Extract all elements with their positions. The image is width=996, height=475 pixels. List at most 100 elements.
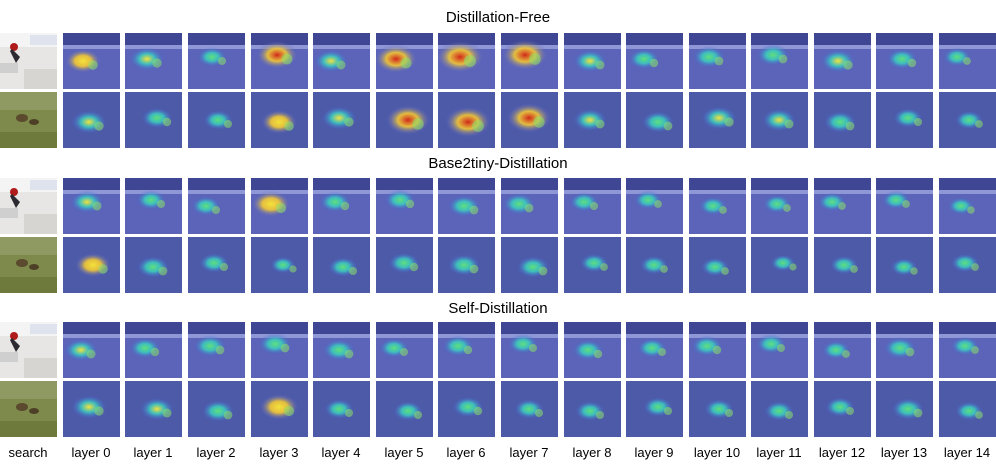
attention-heatmap	[438, 178, 495, 234]
search-image	[0, 322, 57, 378]
attention-heatmap	[876, 322, 933, 378]
attention-heatmap	[438, 237, 495, 293]
column-label: layer 1	[133, 445, 173, 460]
section-title-base2tiny-distillation: Base2tiny-Distillation	[428, 155, 568, 172]
attention-heatmap	[501, 237, 558, 293]
attention-heatmap	[626, 92, 683, 148]
attention-heatmap	[814, 92, 871, 148]
attention-heatmap	[188, 33, 245, 89]
attention-heatmap	[63, 322, 120, 378]
attention-heatmap	[125, 322, 182, 378]
attention-heatmap	[501, 381, 558, 437]
column-label: layer 7	[509, 445, 549, 460]
attention-heatmap	[939, 237, 996, 293]
section-title-distillation-free: Distillation-Free	[445, 9, 551, 26]
attention-heatmap	[939, 322, 996, 378]
attention-heatmap	[313, 33, 370, 89]
attention-heatmap	[876, 381, 933, 437]
attention-heatmap	[313, 381, 370, 437]
search-image	[0, 178, 57, 234]
attention-heatmap	[188, 322, 245, 378]
attention-heatmap	[125, 92, 182, 148]
attention-heatmap	[501, 178, 558, 234]
attention-heatmap	[814, 33, 871, 89]
search-image	[0, 381, 57, 437]
attention-heatmap	[939, 381, 996, 437]
attention-heatmap	[689, 33, 746, 89]
attention-heatmap	[125, 237, 182, 293]
attention-heatmap	[814, 237, 871, 293]
section-title-self-distillation: Self-Distillation	[448, 300, 548, 317]
column-label: layer 6	[446, 445, 486, 460]
attention-heatmap	[626, 33, 683, 89]
column-label: layer 3	[259, 445, 299, 460]
attention-heatmap	[125, 178, 182, 234]
column-label: layer 13	[880, 445, 928, 460]
attention-heatmap	[751, 237, 808, 293]
attention-heatmap	[313, 92, 370, 148]
attention-heatmap	[876, 33, 933, 89]
attention-heatmap	[63, 178, 120, 234]
attention-heatmap	[438, 381, 495, 437]
attention-heatmap	[376, 92, 433, 148]
attention-heatmap	[501, 92, 558, 148]
attention-heatmap	[689, 92, 746, 148]
column-label: layer 8	[572, 445, 612, 460]
attention-heatmap	[939, 92, 996, 148]
attention-heatmap	[564, 33, 621, 89]
column-label: layer 2	[196, 445, 236, 460]
attention-heatmap	[751, 178, 808, 234]
attention-heatmap	[939, 33, 996, 89]
attention-heatmap	[564, 381, 621, 437]
attention-heatmap	[751, 322, 808, 378]
attention-heatmap	[564, 92, 621, 148]
attention-heatmap	[626, 237, 683, 293]
attention-heatmap	[438, 33, 495, 89]
attention-heatmap	[689, 322, 746, 378]
attention-heatmap	[125, 381, 182, 437]
attention-heatmap	[814, 322, 871, 378]
attention-heatmap	[125, 33, 182, 89]
attention-heatmap	[376, 178, 433, 234]
search-image	[0, 92, 57, 148]
attention-heatmap	[313, 178, 370, 234]
attention-heatmap	[501, 322, 558, 378]
column-label: layer 14	[943, 445, 991, 460]
search-image	[0, 33, 57, 89]
attention-heatmap	[876, 237, 933, 293]
attention-heatmap	[251, 33, 308, 89]
attention-heatmap	[313, 322, 370, 378]
attention-heatmap	[188, 178, 245, 234]
attention-heatmap	[751, 92, 808, 148]
attention-heatmap	[376, 322, 433, 378]
attention-heatmap	[251, 237, 308, 293]
column-label: layer 4	[321, 445, 361, 460]
attention-heatmap	[876, 92, 933, 148]
column-label: layer 5	[384, 445, 424, 460]
attention-heatmap	[689, 237, 746, 293]
column-label: layer 10	[693, 445, 741, 460]
attention-heatmap	[689, 178, 746, 234]
attention-heatmap	[313, 237, 370, 293]
attention-heatmap	[251, 92, 308, 148]
attention-heatmap	[376, 237, 433, 293]
attention-heatmap	[689, 381, 746, 437]
column-label: layer 11	[756, 445, 802, 460]
attention-heatmap	[564, 237, 621, 293]
attention-heatmap	[63, 237, 120, 293]
attention-heatmap	[188, 92, 245, 148]
attention-heatmap	[814, 381, 871, 437]
attention-heatmap	[626, 178, 683, 234]
attention-heatmap	[751, 33, 808, 89]
attention-heatmap	[626, 381, 683, 437]
column-label: layer 9	[634, 445, 674, 460]
attention-heatmap	[188, 237, 245, 293]
attention-heatmap	[751, 381, 808, 437]
attention-heatmap	[876, 178, 933, 234]
column-label: search	[8, 445, 48, 460]
attention-heatmap	[376, 381, 433, 437]
attention-heatmap	[501, 33, 558, 89]
attention-heatmap	[438, 92, 495, 148]
attention-heatmap	[939, 178, 996, 234]
